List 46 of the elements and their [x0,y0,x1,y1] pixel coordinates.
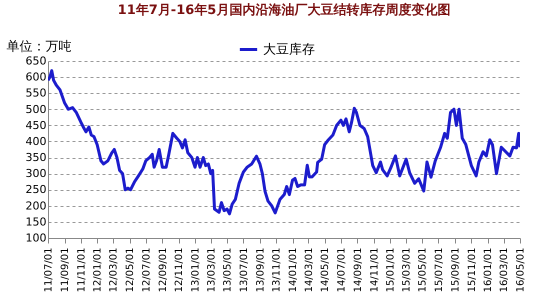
x-tick-label: 16/03/01 [499,248,510,292]
x-tick-label: 14/11/01 [369,248,380,292]
y-tick-label: 650 [26,54,46,68]
x-tick-label: 15/07/01 [434,248,445,292]
x-tick-label: 13/11/01 [272,248,283,292]
x-tick-label: 14/05/01 [320,248,332,292]
x-tick-label: 11/07/01 [44,248,54,292]
y-tick-label: 250 [26,183,46,196]
y-tick-label: 500 [26,102,46,116]
y-tick-label: 300 [26,167,46,180]
x-tick-label: 12/05/01 [125,248,136,292]
y-tick-label: 200 [26,199,46,212]
x-tick-label: 14/09/01 [353,248,364,292]
y-tick-label: 100 [26,232,46,244]
x-tick-label: 12/07/01 [141,248,152,292]
x-tick-label: 15/03/01 [401,248,412,292]
x-tick-label: 15/05/01 [418,248,429,292]
line-series [48,69,520,216]
chart-title: 11年7月-16年5月国内沿海油厂大豆结转库存周度变化图 [118,2,450,18]
x-tick-label: 12/01/01 [92,248,104,292]
x-tick-label: 11/11/01 [76,248,88,292]
y-tick-label: 400 [26,134,46,148]
y-tick-label: 450 [26,118,46,132]
x-tick-label: 15/01/01 [386,248,397,292]
x-tick-label: 13/05/01 [222,248,234,292]
x-tick-label: 14/01/01 [288,248,300,292]
x-tick-label: 14/03/01 [304,248,315,292]
x-tick-label: 15/09/01 [450,248,462,292]
x-tick-label: 13/03/01 [206,248,218,292]
x-tick-label: 12/11/01 [174,248,186,292]
x-tick-label: 16/01/01 [483,248,494,292]
x-tick-label: 16/05/01 [516,248,526,292]
y-tick-label: 550 [26,86,46,100]
x-tick-label: 12/03/01 [108,248,120,292]
legend-label: 大豆库存 [263,42,315,58]
y-tick-label: 600 [26,70,46,84]
x-tick-label: 12/09/01 [158,248,169,292]
y-tick-label: 150 [26,215,46,228]
x-tick-label: 15/11/01 [466,248,478,292]
x-tick-label: 14/07/01 [336,248,348,292]
x-tick-label: 13/01/01 [190,248,202,292]
x-tick-label: 11/09/01 [60,248,72,292]
x-tick-label: 13/09/01 [255,248,266,292]
y-tick-label: 350 [26,151,46,164]
y-axis-title: 单位：万吨 [6,40,72,54]
x-tick-label: 13/07/01 [238,248,250,292]
